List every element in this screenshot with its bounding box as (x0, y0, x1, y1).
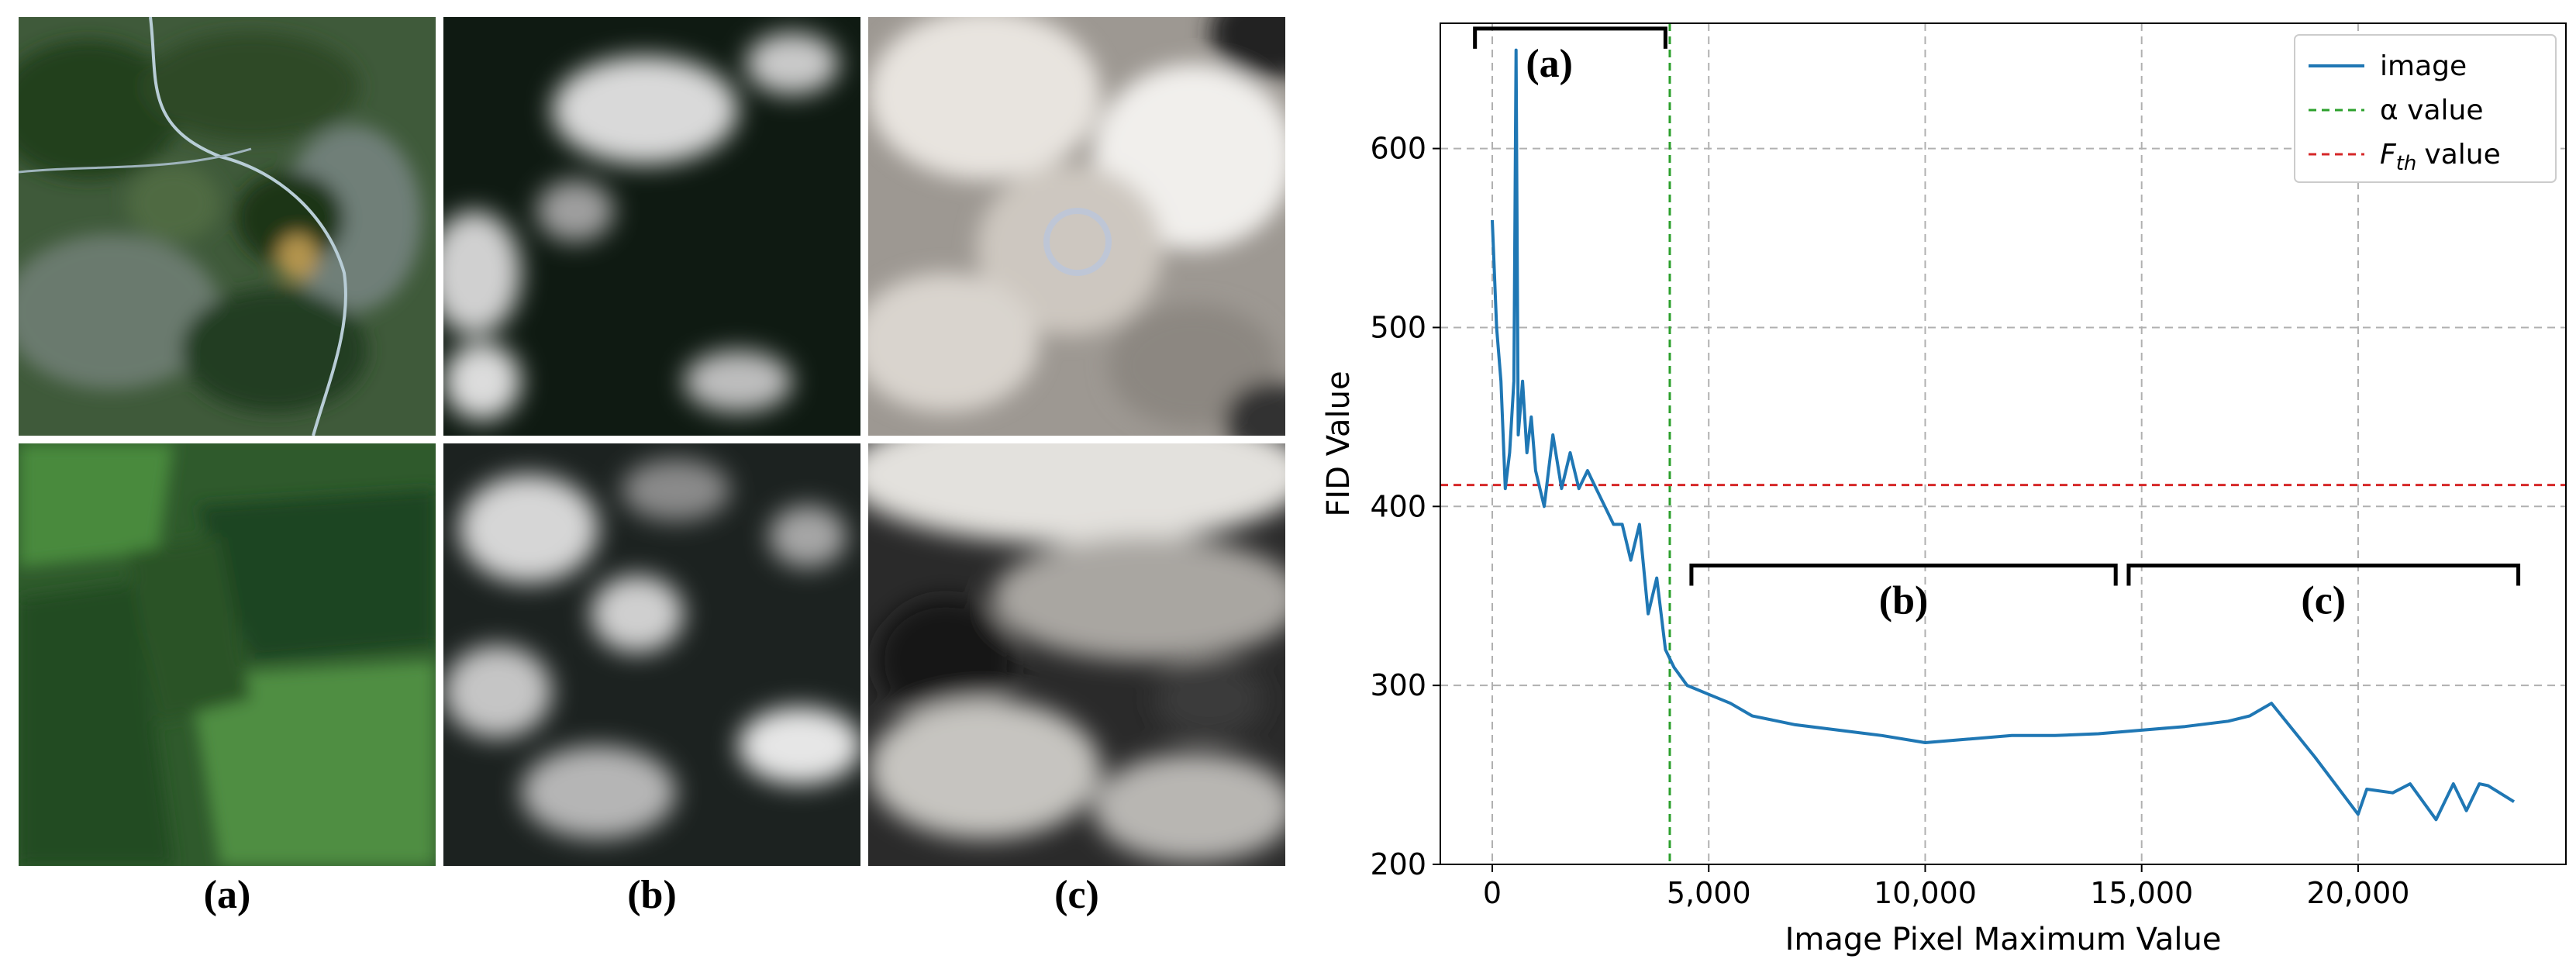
bracket-0 (1473, 26, 1667, 49)
y-tick-label: 600 (1370, 132, 1426, 166)
dense-cloud-cover-image (868, 443, 1285, 866)
fid-line-chart: (a) (b) (c) 0 5,000 10,000 15,000 20,000 200 300… (1302, 0, 2576, 976)
y-tick-label: 500 (1370, 310, 1426, 344)
image-tile-c-bottom (868, 443, 1285, 866)
panel-label-a: (a) (203, 873, 251, 917)
legend-label-fth: Fth value (2380, 139, 2501, 175)
scattered-clouds-dark-image-2 (443, 443, 860, 866)
image-tile-c-top (868, 17, 1285, 436)
legend-box (2294, 34, 2557, 183)
y-axis-label: FID Value (1321, 371, 1357, 516)
bright-cloud-cover-image (868, 17, 1285, 436)
legend-label-image: image (2380, 50, 2467, 82)
chart-canvas: (a) (b) (c) 0 5,000 10,000 15,000 20,000 200 300… (1321, 22, 2567, 957)
scattered-clouds-dark-image (443, 17, 860, 436)
x-tick-label: 0 (1483, 876, 1502, 910)
y-tick-label: 200 (1370, 847, 1426, 881)
bracket-1 (1689, 563, 2118, 586)
legend-fth-text: value (2424, 139, 2500, 171)
legend-fth-symbol: F (2380, 139, 2397, 171)
image-tile-a-top (19, 17, 436, 436)
forest-land-aerial-image (19, 17, 436, 436)
bracket-label-0: (a) (1526, 42, 1573, 86)
x-axis-label: Image Pixel Maximum Value (1785, 922, 2222, 957)
legend-label-alpha: α value (2380, 95, 2484, 126)
panel-label-c: (c) (1054, 873, 1099, 917)
image-tile-b-bottom (443, 443, 860, 866)
green-forest-aerial-image (19, 443, 436, 866)
x-tick-label: 5,000 (1667, 876, 1751, 910)
bracket-label-1: (b) (1879, 578, 1929, 623)
series-line-image (1491, 48, 2516, 822)
image-tile-b-top (443, 17, 860, 436)
bracket-2 (2126, 563, 2521, 586)
panel-label-b: (b) (627, 873, 677, 917)
y-tick-label: 400 (1370, 489, 1426, 523)
legend-fth-subscript: th (2396, 152, 2417, 175)
x-tick-label: 20,000 (2306, 876, 2409, 910)
x-tick-label: 15,000 (2090, 876, 2193, 910)
image-tile-a-bottom (19, 443, 436, 866)
bracket-label-2: (c) (2301, 578, 2346, 623)
x-tick-label: 10,000 (1874, 876, 1977, 910)
y-tick-label: 300 (1370, 668, 1426, 702)
legend: image α value Fth value (2294, 34, 2557, 183)
plot-frame (1440, 22, 2567, 865)
